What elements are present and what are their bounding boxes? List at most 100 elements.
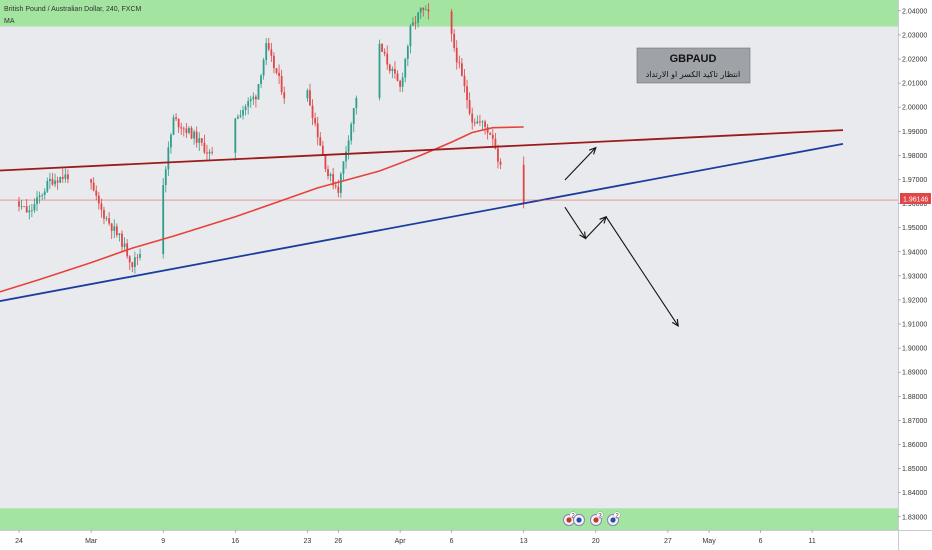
candle-body [381, 43, 383, 52]
event-flag-icon[interactable]: 2 [607, 511, 621, 526]
candle-body [234, 118, 237, 153]
candle-body [255, 96, 257, 100]
price-tick-label: 1.91000 [902, 322, 927, 329]
candle-body [419, 7, 422, 13]
arrows-layer [564, 146, 679, 328]
indicator-label[interactable]: MA [4, 18, 15, 25]
annotation-box[interactable]: GBPAUD انتظار تاكيد الكسر او الارتداد [636, 47, 751, 84]
event-flag-icon[interactable] [573, 514, 585, 526]
candle-body [414, 22, 417, 24]
time-tick-label: Apr [395, 538, 407, 545]
candle-body [97, 195, 100, 204]
candle-body [461, 63, 463, 76]
candle-body [417, 12, 420, 23]
candle-body [208, 151, 211, 154]
candle-body [121, 233, 123, 247]
candle-body [270, 49, 273, 56]
time-tick-label: May [702, 538, 716, 545]
candle-body [383, 51, 386, 54]
candle-body [64, 174, 67, 179]
candle-body [113, 226, 116, 231]
time-tick-label: 11 [808, 538, 815, 545]
time-tick-label: 27 [664, 538, 672, 545]
candle-body [497, 148, 499, 162]
events-layer[interactable]: 2 3 2 [563, 511, 621, 526]
candle-body [257, 84, 260, 100]
candles-layer [18, 3, 525, 274]
support-trendline [0, 142, 844, 303]
candle-body [422, 7, 425, 11]
event-count-label: 3 [598, 513, 602, 519]
candle-body [412, 22, 414, 26]
candle-body [36, 197, 38, 205]
event-flag-emblem [610, 517, 616, 523]
candle-body [206, 152, 208, 154]
candle-body [23, 206, 26, 208]
candle-body [249, 99, 252, 102]
time-tick-label: 20 [592, 538, 600, 545]
candle-body [321, 145, 324, 155]
drop-down-arrow [564, 206, 586, 239]
candle-body [20, 206, 23, 208]
event-flag-icon[interactable]: 2 [563, 511, 577, 526]
annotation-subtitle: انتظار تاكيد الكسر او الارتداد [646, 70, 741, 79]
price-tick-label: 1.95000 [902, 225, 927, 232]
upper-zone [0, 0, 898, 27]
candle-body [466, 86, 468, 101]
price-tick-label: 1.86000 [902, 442, 927, 449]
candle-body [352, 108, 355, 125]
moving-average-line [0, 126, 524, 293]
plot-background [0, 0, 898, 530]
candle-body [59, 176, 62, 183]
candle-body [486, 126, 489, 133]
price-tick-label: 1.96000 [902, 201, 927, 208]
candle-body [33, 204, 36, 211]
candle-body [247, 101, 250, 107]
candle-body [123, 243, 126, 247]
candle-body [401, 77, 404, 87]
candle-body [283, 92, 286, 99]
final-drop-arrowhead [671, 318, 679, 328]
candle-body [314, 117, 317, 124]
chart-header: British Pound / Australian Dollar, 240, … [4, 6, 142, 25]
price-tick-label: 1.89000 [902, 370, 927, 377]
candle-body [319, 137, 322, 146]
candle-body [54, 180, 56, 185]
candle-body [427, 9, 430, 12]
annotation-title: GBPAUD [670, 53, 717, 65]
candle-body [409, 25, 412, 47]
candle-body [399, 80, 401, 87]
candle-body [28, 210, 31, 213]
candle-body [345, 151, 347, 162]
time-tick-label: 26 [334, 538, 342, 545]
event-flag-emblem [576, 517, 582, 523]
candle-body [473, 122, 476, 124]
candle-body [139, 254, 141, 258]
time-tick-label: 9 [161, 538, 165, 545]
candle-body [236, 116, 239, 119]
time-tick-label: 16 [231, 538, 239, 545]
candle-body [49, 178, 51, 182]
candle-body [177, 118, 180, 128]
candle-body [424, 9, 427, 11]
candle-body [108, 218, 111, 224]
event-count-label: 2 [615, 513, 619, 519]
price-tick-label: 1.99000 [902, 129, 927, 136]
candle-body [386, 53, 389, 65]
candle-body [38, 195, 41, 198]
candle-body [162, 185, 165, 255]
candle-body [41, 195, 44, 196]
candle-body [25, 206, 28, 213]
time-tick-label: 23 [304, 538, 312, 545]
candle-body [172, 117, 175, 135]
event-flag-icon[interactable]: 3 [590, 511, 604, 526]
price-tick-label: 1.90000 [902, 346, 927, 353]
candle-body [128, 256, 131, 263]
candle-body [46, 181, 49, 192]
time-tick-label: 6 [450, 538, 454, 545]
candle-body [185, 128, 188, 133]
candle-body [396, 73, 399, 81]
candle-body [188, 127, 190, 133]
